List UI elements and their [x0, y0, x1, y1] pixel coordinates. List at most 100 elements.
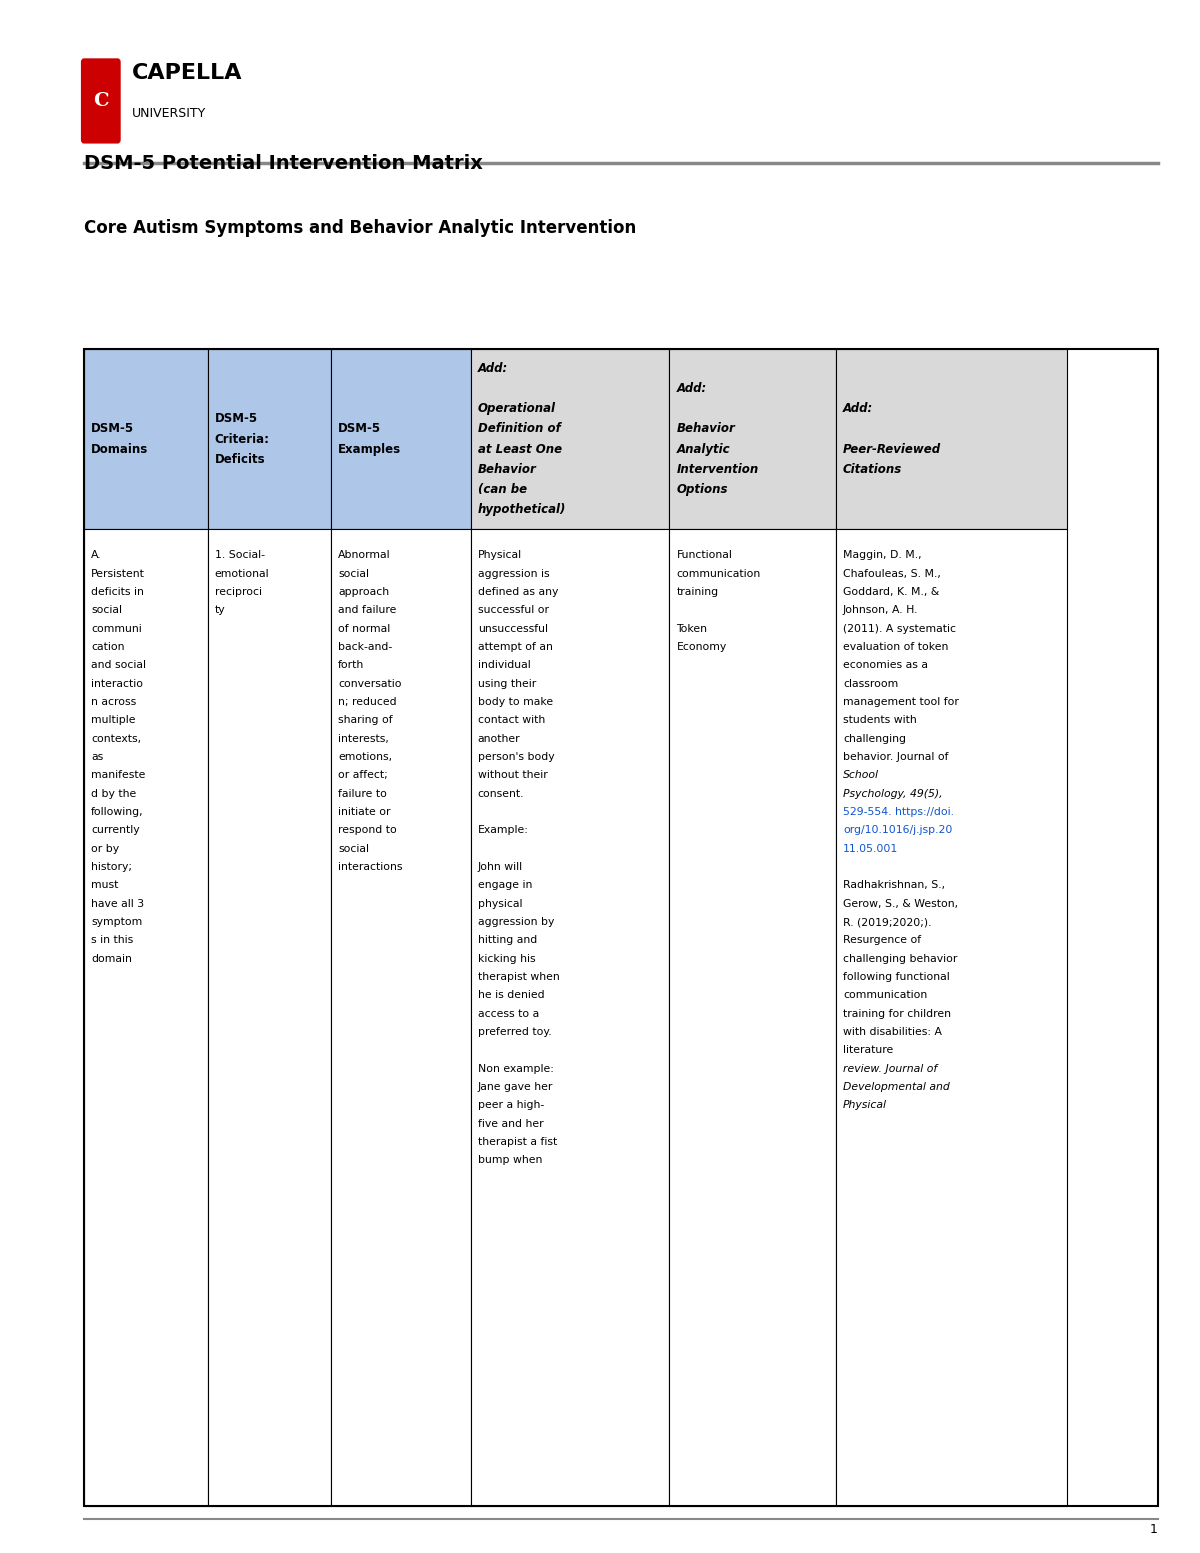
Text: preferred toy.: preferred toy.: [478, 1027, 552, 1037]
Text: contact with: contact with: [478, 716, 545, 725]
Text: bump when: bump when: [478, 1155, 542, 1165]
Text: R. (2019;2020;).: R. (2019;2020;).: [842, 916, 931, 927]
Text: attempt of an: attempt of an: [478, 641, 553, 652]
Text: economies as a: economies as a: [842, 660, 928, 671]
Text: Options: Options: [677, 483, 728, 495]
Text: sharing of: sharing of: [338, 716, 392, 725]
Text: successful or: successful or: [478, 606, 548, 615]
Text: history;: history;: [91, 862, 132, 873]
Text: review. Journal of: review. Journal of: [842, 1064, 937, 1073]
Text: have all 3: have all 3: [91, 899, 144, 909]
Text: Developmental and: Developmental and: [842, 1082, 949, 1092]
Text: therapist a fist: therapist a fist: [478, 1137, 557, 1148]
Text: Behavior: Behavior: [677, 422, 736, 435]
Text: challenging: challenging: [842, 733, 906, 744]
Text: respond to: respond to: [338, 825, 397, 836]
Text: following,: following,: [91, 808, 144, 817]
Text: Goddard, K. M., &: Goddard, K. M., &: [842, 587, 940, 598]
Text: UNIVERSITY: UNIVERSITY: [132, 107, 206, 120]
Text: Resurgence of: Resurgence of: [842, 935, 922, 946]
Text: CAPELLA: CAPELLA: [132, 64, 242, 82]
Text: kicking his: kicking his: [478, 954, 535, 964]
Text: Physical: Physical: [842, 1100, 887, 1110]
Text: Analytic: Analytic: [677, 443, 730, 455]
Bar: [208, 349, 331, 528]
Text: Criteria:: Criteria:: [215, 433, 270, 446]
Text: another: another: [478, 733, 521, 744]
Text: DSM-5: DSM-5: [91, 422, 134, 435]
Text: 11.05.001: 11.05.001: [842, 843, 899, 854]
Text: literature: literature: [842, 1045, 893, 1056]
Text: Add:: Add:: [478, 362, 508, 374]
Text: multiple: multiple: [91, 716, 136, 725]
Text: forth: forth: [338, 660, 365, 671]
Text: s in this: s in this: [91, 935, 133, 946]
Text: DSM-5: DSM-5: [338, 422, 382, 435]
Text: training for children: training for children: [842, 1008, 952, 1019]
Text: Add:: Add:: [842, 402, 874, 415]
Text: DSM-5 Potential Intervention Matrix: DSM-5 Potential Intervention Matrix: [84, 154, 482, 172]
Text: Behavior: Behavior: [478, 463, 536, 475]
Text: using their: using their: [478, 679, 536, 690]
Text: without their: without their: [478, 770, 547, 781]
Text: Jane gave her: Jane gave her: [478, 1082, 553, 1092]
Text: physical: physical: [478, 899, 522, 909]
Text: access to a: access to a: [478, 1008, 539, 1019]
Text: contexts,: contexts,: [91, 733, 142, 744]
Text: C: C: [92, 92, 109, 110]
Bar: [84, 528, 208, 1506]
Text: management tool for: management tool for: [842, 697, 959, 707]
Text: social: social: [338, 843, 370, 854]
Text: person's body: person's body: [478, 752, 554, 763]
Text: interactions: interactions: [338, 862, 403, 873]
Text: Non example:: Non example:: [478, 1064, 553, 1073]
Bar: [670, 528, 835, 1506]
Text: conversatio: conversatio: [338, 679, 402, 690]
Text: n; reduced: n; reduced: [338, 697, 397, 707]
Text: Peer-Reviewed: Peer-Reviewed: [842, 443, 941, 455]
Text: aggression by: aggression by: [478, 916, 554, 927]
Text: Citations: Citations: [842, 463, 902, 475]
Bar: [470, 528, 670, 1506]
Text: back-and-: back-and-: [338, 641, 392, 652]
Text: Gerow, S., & Weston,: Gerow, S., & Weston,: [842, 899, 958, 909]
Text: A.: A.: [91, 550, 102, 561]
Text: with disabilities: A: with disabilities: A: [842, 1027, 942, 1037]
Text: Core Autism Symptoms and Behavior Analytic Intervention: Core Autism Symptoms and Behavior Analyt…: [84, 219, 636, 238]
Bar: [835, 349, 1067, 528]
Text: social: social: [91, 606, 122, 615]
Text: must: must: [91, 881, 119, 890]
Text: Persistent: Persistent: [91, 568, 145, 579]
Text: Example:: Example:: [478, 825, 529, 836]
Text: engage in: engage in: [478, 881, 533, 890]
FancyBboxPatch shape: [82, 59, 120, 143]
Text: individual: individual: [478, 660, 530, 671]
Text: classroom: classroom: [842, 679, 899, 690]
Text: Functional: Functional: [677, 550, 732, 561]
Text: Intervention: Intervention: [677, 463, 758, 475]
Text: School: School: [842, 770, 878, 781]
Text: hitting and: hitting and: [478, 935, 538, 946]
Bar: [84, 349, 1158, 1506]
Text: hypothetical): hypothetical): [478, 503, 566, 516]
Text: defined as any: defined as any: [478, 587, 558, 598]
Text: of normal: of normal: [338, 624, 390, 634]
Text: challenging behavior: challenging behavior: [842, 954, 958, 964]
Text: currently: currently: [91, 825, 140, 836]
Text: Examples: Examples: [338, 443, 401, 455]
Text: and failure: and failure: [338, 606, 396, 615]
Text: Chafouleas, S. M.,: Chafouleas, S. M.,: [842, 568, 941, 579]
Text: d by the: d by the: [91, 789, 137, 798]
Text: (2011). A systematic: (2011). A systematic: [842, 624, 956, 634]
Text: emotional: emotional: [215, 568, 269, 579]
Text: domain: domain: [91, 954, 132, 964]
Text: Operational: Operational: [478, 402, 556, 415]
Bar: [470, 349, 670, 528]
Text: Maggin, D. M.,: Maggin, D. M.,: [842, 550, 922, 561]
Text: n across: n across: [91, 697, 137, 707]
Text: he is denied: he is denied: [478, 991, 545, 1000]
Text: 529-554. https://doi.: 529-554. https://doi.: [842, 808, 954, 817]
Text: Deficits: Deficits: [215, 453, 265, 466]
Text: Token: Token: [677, 624, 708, 634]
Text: manifeste: manifeste: [91, 770, 145, 781]
